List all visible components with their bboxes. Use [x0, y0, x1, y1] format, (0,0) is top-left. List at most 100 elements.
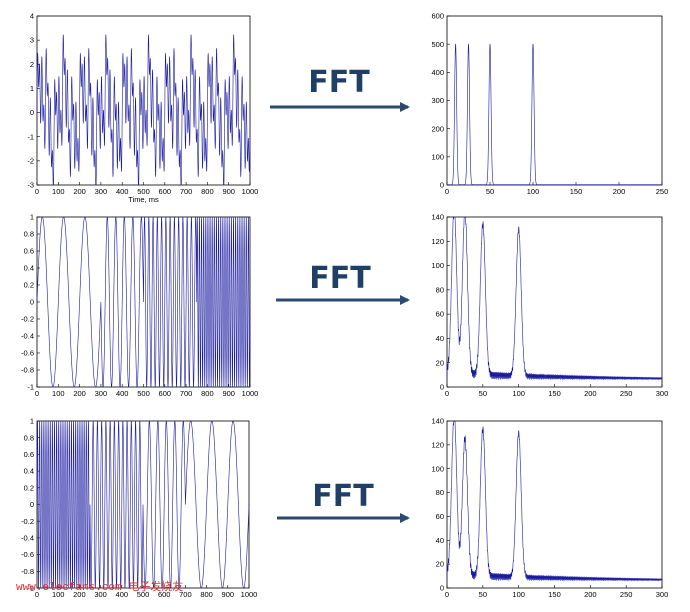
y-tick-label: 4	[30, 12, 34, 21]
y-tick-label: 0.2	[24, 281, 34, 290]
x-tick-label: 100	[512, 389, 525, 398]
x-tick-label: 300	[94, 590, 107, 599]
x-tick-label: 0	[445, 389, 449, 398]
x-tick-label: 700	[180, 389, 193, 398]
x-tick-label: 200	[613, 187, 626, 196]
series-line	[36, 420, 250, 589]
y-tick-label: 80	[436, 488, 444, 497]
x-tick-label: 400	[116, 389, 129, 398]
x-tick-label: 100	[52, 389, 65, 398]
series-line	[446, 216, 663, 381]
y-tick-label: 40	[436, 334, 444, 343]
y-tick-label: 0.6	[24, 247, 34, 256]
fft-label: FFT	[312, 479, 374, 514]
fft-arrow-row1: FFT	[270, 65, 410, 112]
x-tick-label: 200	[584, 590, 597, 599]
y-tick-label: 0	[440, 383, 444, 392]
x-tick-label: 500	[137, 187, 150, 196]
x-tick-label: 0	[35, 187, 39, 196]
x-tick-label: 0	[445, 187, 449, 196]
y-tick-label: 100	[431, 464, 444, 473]
x-tick-label: 600	[158, 590, 171, 599]
x-tick-label: 1000	[242, 187, 259, 196]
x-tick-label: 200	[584, 389, 597, 398]
y-tick-label: 140	[431, 213, 444, 222]
y-tick-label: 0	[30, 298, 34, 307]
y-tick-label: 400	[431, 68, 444, 77]
y-tick-label: 0.8	[24, 230, 34, 239]
x-tick-label: 0	[35, 590, 39, 599]
x-tick-label: 600	[159, 389, 172, 398]
x-tick-label: 300	[95, 389, 108, 398]
x-tick-label: 150	[548, 590, 561, 599]
fft-label: FFT	[309, 261, 371, 296]
y-tick-label: 200	[431, 124, 444, 133]
x-tick-label: 200	[73, 187, 86, 196]
y-tick-label: 60	[436, 512, 444, 521]
y-tick-label: 20	[436, 560, 444, 569]
fft-label: FFT	[308, 65, 370, 100]
y-tick-label: -0.4	[21, 534, 34, 543]
series-line	[36, 216, 251, 388]
x-tick-label: 250	[620, 590, 633, 599]
y-tick-label: -2	[27, 156, 34, 165]
fft-arrow-row2: FFT	[276, 261, 410, 305]
y-tick-label: -0.4	[21, 332, 34, 341]
x-tick-label: 0	[445, 590, 449, 599]
y-tick-label: 0.4	[24, 467, 34, 476]
x-tick-label: 0	[35, 389, 39, 398]
y-tick-label: -0.6	[21, 349, 34, 358]
y-tick-label: 0.4	[24, 264, 34, 273]
y-tick-label: 0	[30, 108, 34, 117]
x-tick-label: 800	[201, 389, 214, 398]
y-tick-label: -1	[27, 383, 34, 392]
x-tick-label: 600	[159, 187, 172, 196]
chart-3-time-domain: 0 100 200 300 400 500 600 700 800 900 1000 -1 -0.8 -0…	[21, 213, 258, 398]
fft-arrow-row3: FFT	[277, 479, 410, 523]
x-tick-label: 300	[656, 389, 669, 398]
x-tick-label: 800	[200, 590, 213, 599]
y-tick-label: 0.6	[24, 450, 34, 459]
y-tick-label: 0.2	[24, 483, 34, 492]
x-tick-label: 800	[201, 187, 214, 196]
y-tick-label: -1	[27, 584, 34, 593]
y-tick-label: 80	[436, 285, 444, 294]
y-tick-label: 100	[431, 152, 444, 161]
y-tick-label: 0	[440, 584, 444, 593]
y-tick-label: 60	[436, 310, 444, 319]
y-tick-label: 1	[30, 213, 34, 222]
y-tick-label: 120	[431, 237, 444, 246]
x-tick-label: 1000	[242, 389, 259, 398]
chart-4-spectrum: 0 50 100 150 200 250 300 0 20 40 60 80 100 120 140	[431, 213, 668, 398]
plot-frame	[446, 15, 663, 186]
y-tick-label: 120	[431, 440, 444, 449]
y-tick-label: 300	[431, 96, 444, 105]
y-tick-label: 500	[431, 40, 444, 49]
y-tick-label: -0.8	[21, 567, 34, 576]
x-tick-label: 900	[222, 590, 235, 599]
y-tick-label: -0.2	[21, 315, 34, 324]
plot-frame	[446, 420, 663, 589]
chart-6-spectrum: 0 50 100 150 200 250 300 0 20 40 60 80 100 120 140	[431, 417, 668, 599]
series-line	[447, 43, 662, 186]
y-tick-label: 3	[30, 36, 34, 45]
x-tick-label: 150	[548, 389, 561, 398]
y-tick-label: 0.8	[24, 433, 34, 442]
x-tick-label: 50	[479, 590, 487, 599]
x-tick-label: 300	[95, 187, 108, 196]
y-tick-label: 2	[30, 60, 34, 69]
plot-frame	[446, 216, 663, 388]
y-tick-label: 0	[30, 500, 34, 509]
x-tick-label: 250	[620, 389, 633, 398]
x-tick-label: 100	[512, 590, 525, 599]
x-tick-label: 200	[73, 590, 86, 599]
x-axis-label: Time, ms	[128, 195, 159, 204]
series-line	[36, 34, 251, 186]
x-tick-label: 700	[179, 590, 192, 599]
x-tick-label: 200	[73, 389, 86, 398]
y-tick-label: 1	[30, 417, 34, 426]
y-tick-label: 20	[436, 358, 444, 367]
y-tick-label: -3	[27, 181, 34, 190]
y-tick-label: 1	[30, 84, 34, 93]
y-tick-label: 100	[431, 261, 444, 270]
